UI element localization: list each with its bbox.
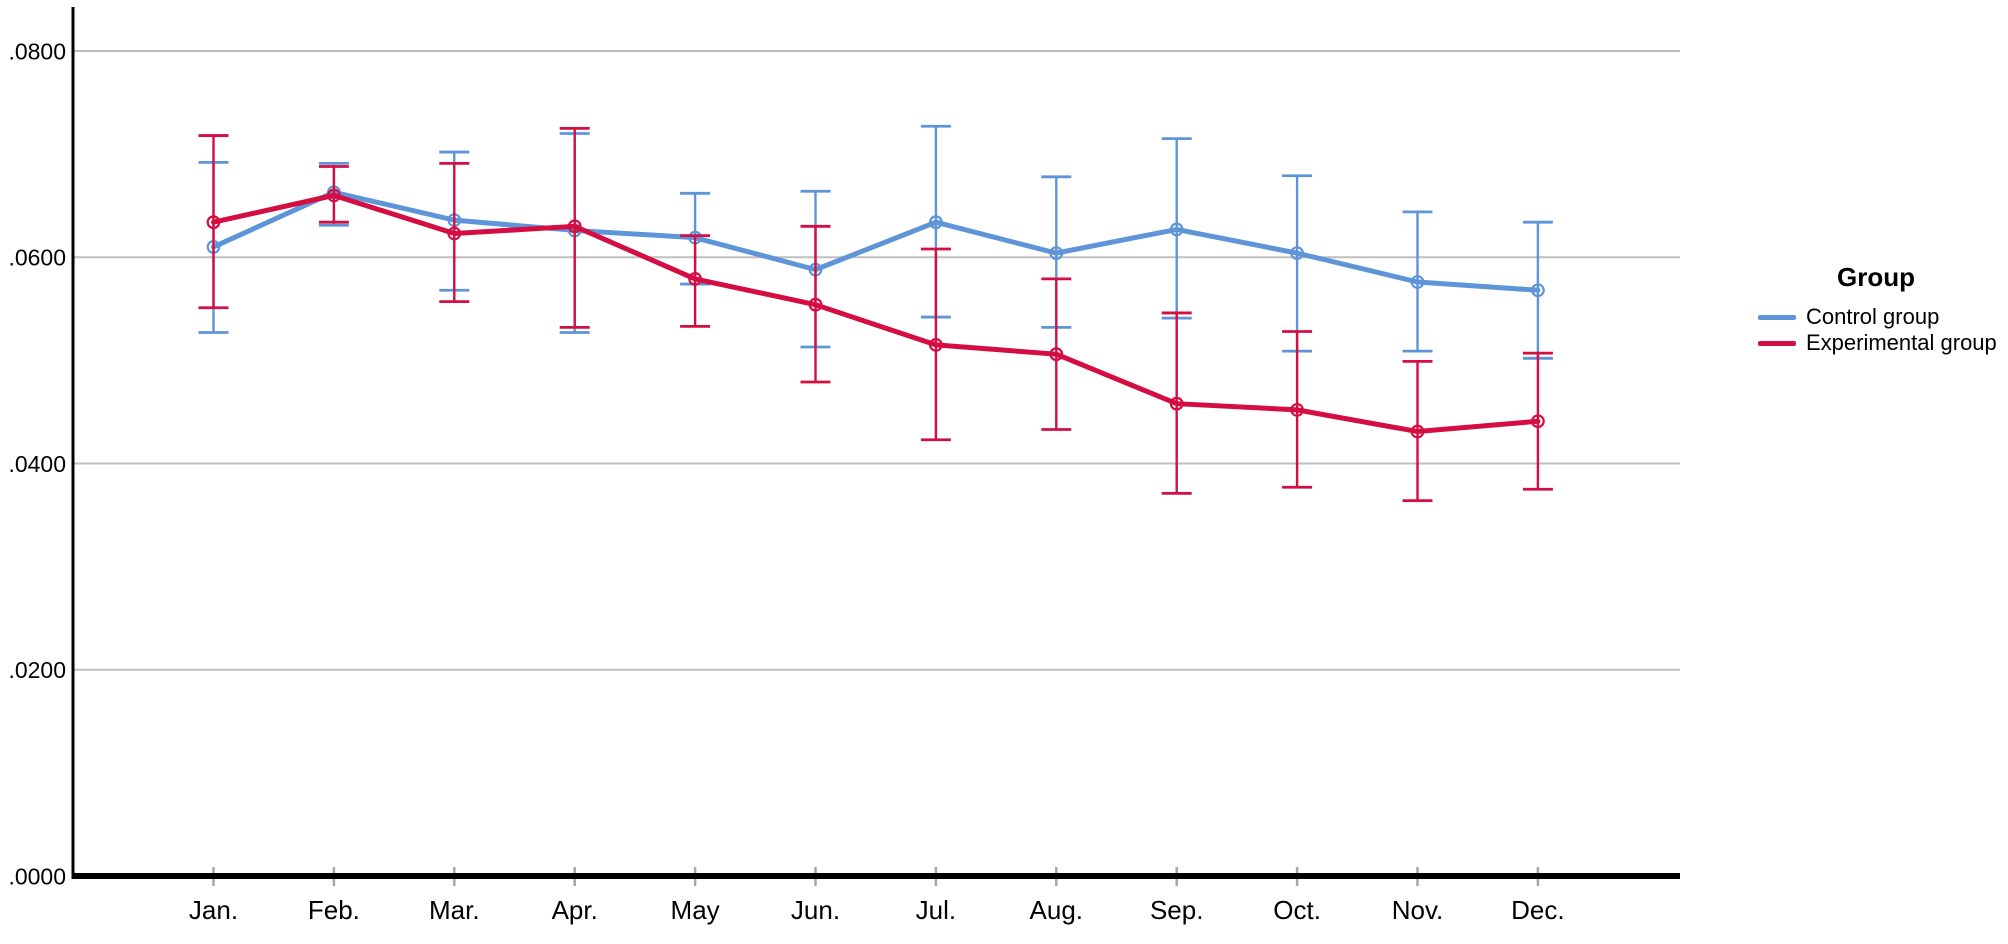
y-tick-label: .0800 bbox=[8, 38, 66, 64]
data-point-marker bbox=[447, 226, 462, 241]
x-tick-label: Jul. bbox=[916, 895, 956, 925]
x-tick-label: Aug. bbox=[1030, 895, 1084, 925]
legend-items: Control group Experimental group bbox=[1758, 304, 1997, 356]
data-point-marker bbox=[327, 188, 341, 203]
y-tick-label: .0000 bbox=[8, 863, 66, 889]
legend-item-label: Control group bbox=[1806, 304, 1940, 329]
series-experimental-group bbox=[198, 126, 1553, 503]
legend-item: Control group bbox=[1758, 304, 1994, 330]
y-tick-label: .0400 bbox=[8, 451, 66, 477]
data-point-marker bbox=[688, 272, 702, 286]
data-point-marker bbox=[808, 297, 823, 312]
legend: Group Control group Experimental group bbox=[1758, 262, 1997, 356]
data-point-marker bbox=[1290, 246, 1304, 261]
x-tick-label: Sep. bbox=[1150, 895, 1204, 925]
data-point-marker bbox=[567, 219, 582, 234]
y-tick-label: .0600 bbox=[8, 245, 66, 271]
data-point-marker bbox=[929, 215, 943, 230]
y-tick-label: .0200 bbox=[8, 657, 66, 683]
series-line bbox=[211, 189, 1541, 293]
data-point-marker bbox=[1530, 283, 1545, 298]
data-point-marker bbox=[206, 215, 221, 230]
legend-item-label: Experimental group bbox=[1806, 330, 1997, 355]
data-point-marker bbox=[1049, 246, 1064, 261]
legend-swatch-experimental-group bbox=[1758, 340, 1796, 346]
x-tick-label: Dec. bbox=[1511, 895, 1564, 925]
x-tick-label: Nov. bbox=[1392, 895, 1444, 925]
x-tick-label: May bbox=[671, 895, 720, 925]
data-point-marker bbox=[1049, 347, 1064, 362]
x-tick-label: Mar. bbox=[429, 895, 480, 925]
x-tick-label: Jan. bbox=[189, 895, 238, 925]
x-tick-label: Jun. bbox=[791, 895, 840, 925]
data-point-marker bbox=[929, 338, 943, 352]
legend-swatch-control-group bbox=[1758, 314, 1796, 320]
x-tick-label: Apr. bbox=[552, 895, 598, 925]
x-tick-label: Feb. bbox=[308, 895, 360, 925]
data-point-marker bbox=[1169, 222, 1184, 237]
legend-item: Experimental group bbox=[1758, 330, 1997, 356]
series-line bbox=[211, 192, 1541, 435]
data-point-marker bbox=[1530, 414, 1545, 429]
data-point-marker bbox=[1290, 402, 1304, 417]
x-tick-label: Oct. bbox=[1273, 895, 1321, 925]
data-point-marker bbox=[1410, 275, 1425, 289]
data-point-marker bbox=[1410, 424, 1425, 439]
legend-title: Group bbox=[1837, 262, 1915, 292]
data-point-marker bbox=[1169, 396, 1184, 411]
